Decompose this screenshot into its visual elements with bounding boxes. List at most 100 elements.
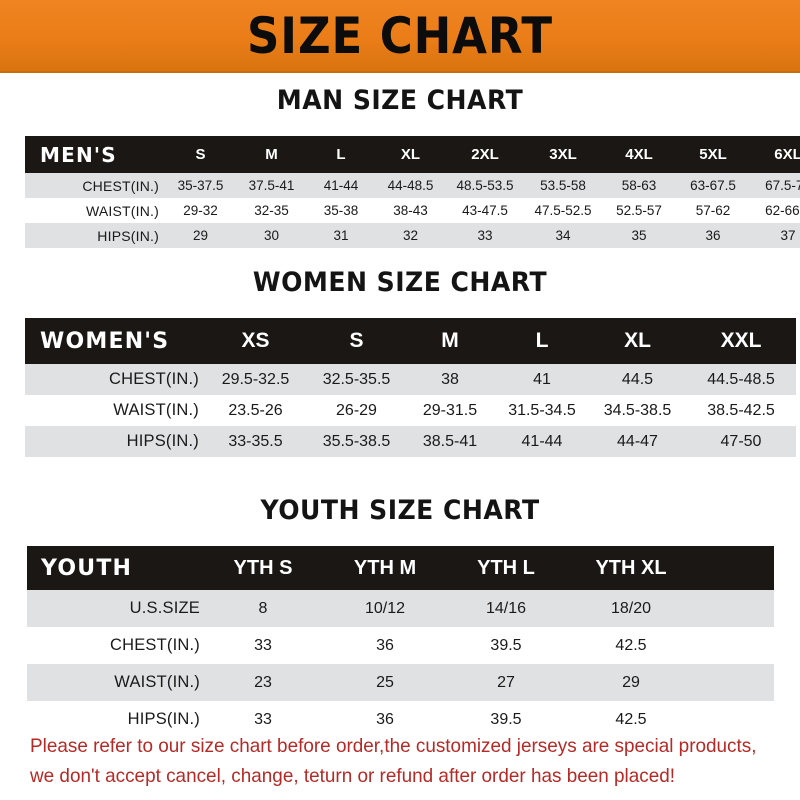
measurement-cell: 37 — [750, 223, 800, 248]
measurement-cell: 39.5 — [446, 701, 566, 738]
column-header-l: L — [336, 146, 346, 163]
measurement-cell: 44-48.5 — [375, 173, 446, 198]
youth-table-body: U.S.SIZE 8 10/12 14/16 18/20 CHEST(IN.) 33 36 39… — [27, 590, 774, 738]
measurement-cell: 52.5-57 — [602, 198, 676, 223]
column-header-yth-l: YTH L — [477, 556, 535, 579]
column-header-4xl: 4XL — [625, 146, 653, 163]
measurement-cell: 30 — [236, 223, 307, 248]
column-header-6xl: 6XL — [774, 146, 800, 163]
measurement-cell: 38.5-42.5 — [686, 395, 796, 426]
page-banner: SIZE CHART — [0, 0, 800, 73]
measurement-cell: 33 — [202, 627, 324, 664]
measurement-cell: 38 — [405, 364, 495, 395]
measurement-cell: 38-43 — [375, 198, 446, 223]
measurement-cell-empty — [696, 590, 774, 627]
measurement-cell: 42.5 — [566, 701, 696, 738]
measurement-cell: 43-47.5 — [446, 198, 524, 223]
measurement-cell: 58-63 — [602, 173, 676, 198]
measurement-cell: 47.5-52.5 — [524, 198, 602, 223]
measurement-cell: 36 — [676, 223, 750, 248]
column-header-s: S — [195, 146, 206, 163]
measurement-cell: 14/16 — [446, 590, 566, 627]
column-header-2xl: 2XL — [471, 146, 499, 163]
measurement-cell: 44-47 — [589, 426, 686, 457]
table-header-row: WOMEN'S XS S M L XL XXL — [25, 318, 796, 364]
men-size-table: MEN'S S M L XL 2XL 3XL 4XL 5XL 6XL CHEST(IN.) 35-3… — [25, 136, 800, 248]
measurement-cell: 23 — [202, 664, 324, 701]
measurement-cell: 35-38 — [307, 198, 375, 223]
row-label: CHEST(IN.) — [25, 364, 203, 395]
measurement-cell: 63-67.5 — [676, 173, 750, 198]
column-header-yth-xl: YTH XL — [595, 556, 667, 579]
measurement-cell: 29-31.5 — [405, 395, 495, 426]
measurement-cell: 33-35.5 — [203, 426, 308, 457]
measurement-cell: 18/20 — [566, 590, 696, 627]
measurement-cell: 62-66.5 — [750, 198, 800, 223]
measurement-cell: 35.5-38.5 — [308, 426, 405, 457]
measurement-cell: 32 — [375, 223, 446, 248]
row-label: WAIST(IN.) — [25, 198, 165, 223]
measurement-cell: 29.5-32.5 — [203, 364, 308, 395]
row-label: CHEST(IN.) — [25, 173, 165, 198]
measurement-cell: 29 — [165, 223, 236, 248]
measurement-cell: 33 — [446, 223, 524, 248]
women-table-body: CHEST(IN.) 29.5-32.5 32.5-35.5 38 41 44.5 44.5… — [25, 364, 796, 457]
footer-line-2: we don't accept cancel, change, teturn o… — [30, 765, 676, 787]
column-header-yth-s: YTH S — [233, 556, 293, 579]
measurement-cell: 34.5-38.5 — [589, 395, 686, 426]
column-header-s: S — [349, 329, 364, 352]
man-table-corner-label: MEN'S — [40, 142, 117, 167]
measurement-cell: 39.5 — [446, 627, 566, 664]
measurement-cell: 29 — [566, 664, 696, 701]
column-header-xxl: XXL — [720, 329, 762, 352]
measurement-cell: 10/12 — [324, 590, 446, 627]
row-label: U.S.SIZE — [27, 590, 202, 627]
column-header-xs: XS — [241, 329, 270, 352]
row-label: WAIST(IN.) — [25, 395, 203, 426]
measurement-cell: 41-44 — [495, 426, 589, 457]
measurement-cell: 57-62 — [676, 198, 750, 223]
youth-size-table: YOUTH YTH S YTH M YTH L YTH XL U.S.SIZE 8 10/1… — [27, 546, 774, 738]
section-title-man: MAN SIZE CHART — [276, 85, 524, 116]
women-table-header: WOMEN'S XS S M L XL XXL — [25, 318, 796, 364]
section-title-youth: YOUTH SIZE CHART — [260, 495, 540, 526]
measurement-cell: 32-35 — [236, 198, 307, 223]
column-header-xl: XL — [624, 329, 651, 352]
column-header-m: M — [441, 329, 459, 352]
footer-line-1: Please refer to our size chart before or… — [30, 735, 757, 757]
women-size-table: WOMEN'S XS S M L XL XXL CHEST(IN.) 29.5-32.5 32.… — [25, 318, 796, 457]
table-header-row: MEN'S S M L XL 2XL 3XL 4XL 5XL 6XL — [25, 136, 800, 173]
measurement-cell: 35 — [602, 223, 676, 248]
table-row: WAIST(IN.) 23 25 27 29 — [27, 664, 774, 701]
measurement-cell: 36 — [324, 627, 446, 664]
men-table-body: CHEST(IN.) 35-37.5 37.5-41 41-44 44-48.5 48.5… — [25, 173, 800, 248]
measurement-cell-empty — [696, 664, 774, 701]
measurement-cell: 31.5-34.5 — [495, 395, 589, 426]
measurement-cell-empty — [696, 627, 774, 664]
column-header-xl: XL — [400, 146, 421, 163]
column-header-5xl: 5XL — [699, 146, 727, 163]
measurement-cell: 29-32 — [165, 198, 236, 223]
measurement-cell: 44.5-48.5 — [686, 364, 796, 395]
measurement-cell: 41 — [495, 364, 589, 395]
measurement-cell: 35-37.5 — [165, 173, 236, 198]
measurement-cell: 42.5 — [566, 627, 696, 664]
row-label: HIPS(IN.) — [27, 701, 202, 738]
measurement-cell: 36 — [324, 701, 446, 738]
row-label: CHEST(IN.) — [27, 627, 202, 664]
table-row: HIPS(IN.) 33 36 39.5 42.5 — [27, 701, 774, 738]
column-header-empty — [696, 546, 774, 590]
section-title-women: WOMEN SIZE CHART — [252, 267, 548, 298]
measurement-cell: 67.5-72 — [750, 173, 800, 198]
measurement-cell-empty — [696, 701, 774, 738]
measurement-cell: 47-50 — [686, 426, 796, 457]
measurement-cell: 31 — [307, 223, 375, 248]
table-row: CHEST(IN.) 29.5-32.5 32.5-35.5 38 41 44.5 44.5… — [25, 364, 796, 395]
table-header-row: YOUTH YTH S YTH M YTH L YTH XL — [27, 546, 774, 590]
column-header-m: M — [265, 146, 278, 163]
measurement-cell: 27 — [446, 664, 566, 701]
table-row: CHEST(IN.) 33 36 39.5 42.5 — [27, 627, 774, 664]
row-label: HIPS(IN.) — [25, 426, 203, 457]
youth-table-header: YOUTH YTH S YTH M YTH L YTH XL — [27, 546, 774, 590]
